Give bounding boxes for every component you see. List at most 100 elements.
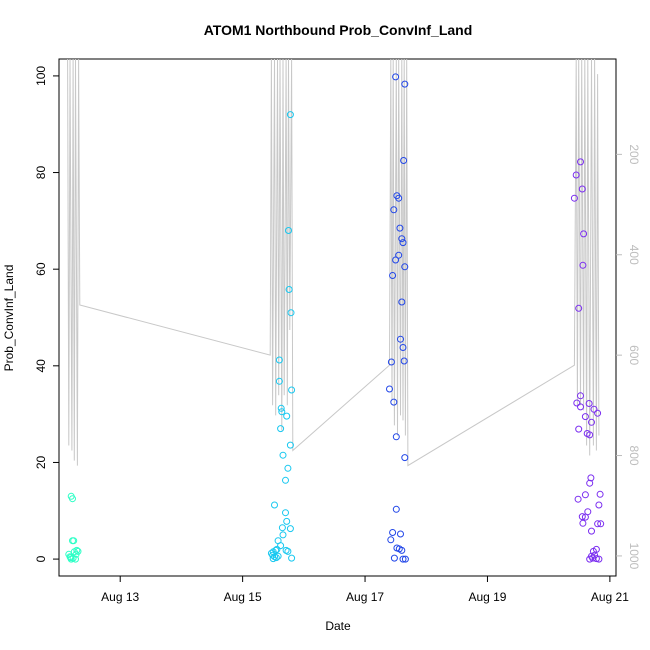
points-layer	[65, 73, 605, 563]
data-point	[269, 555, 277, 563]
data-point	[288, 554, 296, 562]
data-point	[277, 425, 285, 433]
data-point	[272, 554, 280, 562]
data-point	[589, 547, 597, 555]
right-y-tick-label: 400	[627, 245, 641, 265]
data-point	[278, 408, 286, 416]
y-tick-label: 40	[34, 359, 48, 373]
data-point	[401, 263, 409, 271]
data-point	[580, 230, 588, 238]
data-point	[401, 80, 409, 88]
data-point	[575, 304, 583, 312]
secondary-line	[67, 58, 600, 467]
y-tick-label: 60	[34, 262, 48, 276]
data-point	[287, 309, 295, 317]
data-point	[72, 555, 79, 563]
data-point	[578, 185, 586, 193]
data-point	[572, 171, 580, 179]
data-point	[401, 555, 409, 563]
x-axis-label: Date	[325, 619, 351, 633]
data-point	[595, 555, 603, 563]
data-point	[275, 377, 283, 385]
data-point	[286, 525, 294, 533]
data-point	[269, 548, 277, 556]
data-point	[399, 239, 407, 247]
data-point	[69, 495, 76, 503]
data-point	[389, 272, 397, 279]
data-point	[279, 531, 287, 539]
data-point	[597, 520, 605, 528]
data-point	[595, 501, 603, 509]
y-tick-label: 0	[34, 555, 48, 562]
data-point	[586, 479, 594, 487]
data-point	[390, 554, 398, 562]
data-point	[282, 509, 289, 517]
data-point	[400, 357, 408, 365]
data-point	[578, 513, 586, 521]
data-point	[575, 425, 583, 433]
data-point	[390, 206, 398, 214]
data-point	[397, 530, 404, 538]
data-point	[278, 524, 286, 532]
data-point	[395, 194, 403, 202]
y-tick-label: 20	[34, 455, 48, 469]
data-point	[398, 235, 406, 243]
y-axis-label: Prob_ConvInf_Land	[2, 265, 16, 372]
data-point	[577, 392, 584, 400]
x-tick-label: Aug 15	[224, 590, 262, 604]
data-point	[399, 344, 407, 351]
right-y-tick-label: 600	[627, 345, 641, 365]
data-point	[283, 412, 291, 420]
data-point	[586, 555, 594, 563]
data-point	[282, 476, 289, 484]
data-point	[285, 286, 293, 293]
data-point	[392, 256, 400, 264]
data-point	[577, 403, 584, 411]
data-point	[386, 385, 393, 393]
data-point	[590, 405, 598, 413]
secondary-line-layer	[67, 58, 600, 467]
data-point	[286, 441, 294, 449]
data-point	[579, 519, 587, 527]
data-point	[574, 495, 582, 503]
data-point	[286, 111, 294, 119]
data-point	[392, 505, 400, 513]
x-tick-label: Aug 17	[346, 590, 384, 604]
data-point	[273, 545, 281, 553]
right-y-tick-label: 200	[627, 144, 641, 164]
data-point	[67, 554, 75, 562]
data-point	[389, 529, 397, 536]
data-point	[390, 398, 398, 406]
right-y-tick-label: 800	[627, 446, 641, 466]
data-point	[592, 555, 600, 563]
data-point	[399, 555, 407, 563]
data-point	[70, 537, 78, 545]
axes-layer: Aug 13 Aug 15 Aug 17 Aug 19 Aug 21 0 20 40 60 80 1…	[34, 66, 641, 604]
data-point	[285, 227, 292, 234]
data-point	[596, 490, 604, 498]
x-tick-label: Aug 21	[591, 590, 629, 604]
data-point	[581, 513, 589, 521]
data-point	[271, 501, 278, 509]
data-point	[581, 491, 589, 499]
data-point	[387, 536, 395, 544]
data-point	[587, 474, 595, 482]
data-point	[395, 251, 403, 259]
data-point	[594, 520, 602, 528]
data-point	[65, 550, 73, 558]
data-point	[573, 399, 581, 407]
data-point	[570, 194, 578, 202]
data-point	[400, 157, 408, 164]
data-point	[279, 451, 287, 459]
x-tick-label: Aug 19	[468, 590, 506, 604]
data-point	[275, 356, 283, 364]
data-point	[396, 224, 404, 232]
data-point	[586, 431, 594, 439]
data-point	[588, 527, 595, 535]
data-point	[392, 73, 400, 81]
data-point	[387, 358, 395, 366]
data-point	[397, 335, 404, 343]
chart-title: ATOM1 Northbound Prob_ConvInf_Land	[204, 22, 473, 38]
data-point	[392, 433, 400, 441]
